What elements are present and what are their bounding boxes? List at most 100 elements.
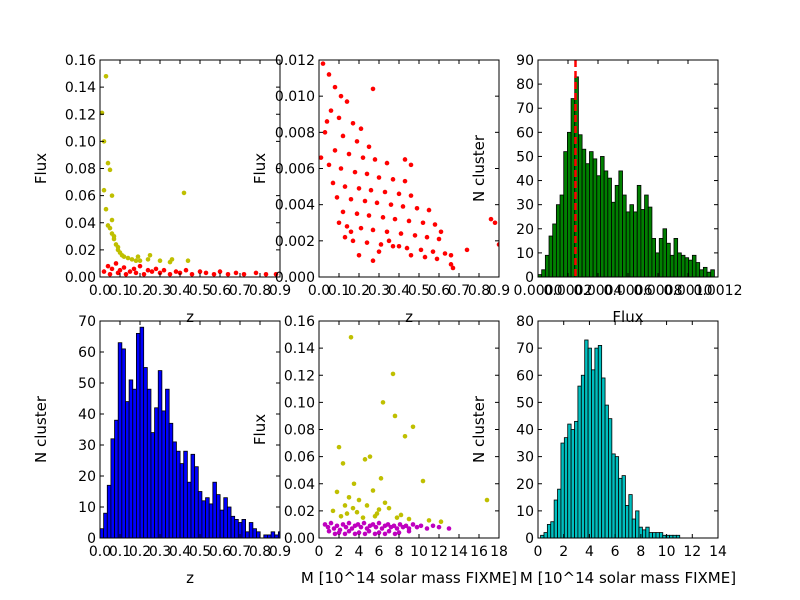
scatter-point: [378, 242, 384, 247]
x-tick-label: 4: [585, 544, 594, 560]
histogram-bar: [614, 184, 620, 277]
scatter-point: [354, 211, 360, 217]
scatter-point: [342, 503, 348, 508]
y-tick-label: 0.010: [275, 89, 315, 105]
scatter-point: [430, 523, 436, 529]
scatter-point: [364, 503, 370, 508]
histogram-bar: [563, 151, 568, 277]
scatter-point: [253, 270, 259, 276]
scatter-point: [331, 526, 337, 531]
subplot-2: 0.00.10.20.30.40.50.60.70.80.90.0000.002…: [251, 53, 510, 326]
scatter-point: [376, 520, 382, 526]
scatter-point: [403, 523, 409, 529]
scatter-point: [397, 522, 403, 527]
histogram-bar: [673, 238, 679, 277]
histogram-bar: [543, 532, 548, 538]
scatter-point: [153, 266, 159, 272]
scatter-point: [167, 259, 173, 265]
histogram-bar: [625, 211, 631, 277]
scatter-point: [376, 249, 382, 254]
y-axis-label: N cluster: [470, 395, 488, 463]
scatter-point: [370, 227, 376, 233]
x-tick-label: 6: [611, 544, 620, 560]
x-tick-label: 0.0: [308, 283, 330, 299]
x-axis-label: Flux: [612, 308, 643, 326]
x-tick-label: 0.7: [229, 283, 251, 299]
scatter-point: [336, 115, 342, 121]
scatter-point: [390, 371, 396, 377]
histogram-bar: [577, 385, 582, 538]
histogram-bar: [563, 437, 569, 538]
scatter-point: [380, 215, 386, 220]
y-tick-label: 0.002: [275, 234, 315, 250]
histogram-bar: [640, 209, 645, 277]
y-tick-label: 0.16: [284, 314, 315, 330]
scatter-point: [366, 213, 372, 218]
y-tick-label: 10: [516, 504, 534, 520]
histogram-bar: [688, 259, 693, 277]
scatter-point: [241, 271, 247, 277]
x-tick-label: 0.0008: [634, 283, 683, 299]
scatter-point: [464, 247, 470, 253]
histogram-bar: [699, 269, 704, 277]
subplot-5: 0 2 4 6 8 10 12 14 16 18 0.00 0.02 0.04 0.06 0.08 0.10 0…: [251, 314, 517, 587]
scatter-point: [183, 267, 189, 273]
x-tick-label: 0.6: [428, 283, 450, 299]
scatter-point: [392, 413, 398, 419]
x-tick-label: 2: [335, 544, 344, 560]
scatter-point: [203, 270, 209, 276]
scatter-point: [396, 243, 402, 249]
scatter-point: [324, 119, 330, 124]
scatter-point: [394, 515, 400, 520]
x-tick-label: 0.5: [408, 283, 430, 299]
x-tick-label: 0.8: [249, 283, 271, 299]
scatter-point: [346, 151, 352, 157]
scatter-point: [448, 262, 454, 267]
scatter-point: [392, 531, 398, 537]
scatter-point: [391, 523, 397, 529]
scatter-point: [442, 251, 448, 256]
scatter-point: [273, 271, 279, 277]
scatter-point: [356, 253, 362, 258]
scatter-point: [161, 267, 167, 273]
x-tick-label: 0.6: [209, 283, 231, 299]
scatter-point: [414, 205, 420, 211]
histogram-bar: [695, 262, 701, 277]
scatter-point: [111, 234, 117, 239]
scatter-point: [398, 231, 404, 236]
histogram-bar: [621, 475, 626, 538]
histogram-bar: [642, 529, 647, 538]
scatter-point: [398, 512, 404, 518]
y-tick-label: 80: [516, 77, 534, 93]
x-tick-label: 0.0004: [574, 283, 623, 299]
scatter-point: [408, 193, 414, 198]
histogram-bar: [230, 515, 236, 538]
histogram-bar: [587, 347, 592, 538]
scatter-point: [326, 72, 332, 77]
scatter-point: [137, 258, 143, 264]
histogram-bar: [662, 228, 668, 277]
scatter-point: [131, 266, 137, 272]
scatter-point: [376, 507, 382, 512]
y-tick-label: 0.08: [284, 423, 315, 439]
histogram-bar: [172, 441, 177, 538]
histogram-bar: [179, 463, 185, 538]
histogram-bar: [706, 271, 712, 277]
y-tick-label: 0: [525, 270, 534, 286]
y-tick-label: 40: [78, 407, 96, 423]
x-tick-label: 0.0000: [514, 283, 563, 299]
scatter-point: [328, 108, 334, 113]
y-tick-label: 60: [516, 368, 534, 384]
scatter-point: [185, 258, 191, 264]
scatter-point: [326, 528, 332, 534]
x-tick-label: 10: [410, 544, 428, 560]
histogram-bar: [658, 238, 664, 277]
y-tick-label: 0.10: [284, 395, 315, 411]
y-tick-label: 0.00: [284, 531, 315, 547]
scatter-point: [347, 54, 352, 59]
scatter-point: [400, 204, 406, 209]
scatter-point: [344, 224, 350, 229]
histogram-bar: [161, 410, 166, 538]
x-tick-label: 0.0: [89, 544, 111, 560]
scatter-point: [348, 334, 354, 340]
